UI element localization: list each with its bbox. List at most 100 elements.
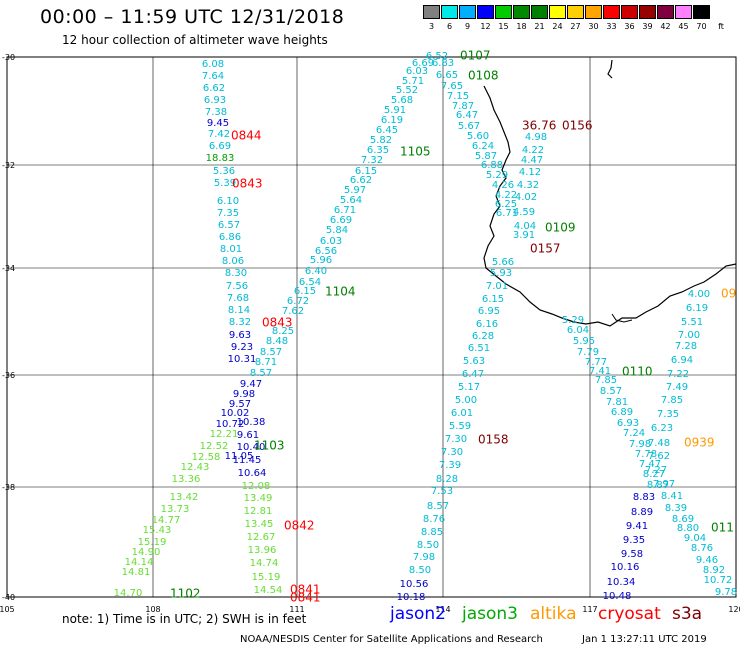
- wave-height-value: 4.04: [514, 221, 536, 232]
- wave-height-value: 6.83: [432, 58, 454, 69]
- wave-height-value: 8.48: [266, 336, 288, 347]
- wave-height-value: 7.78: [635, 449, 657, 460]
- wave-height-value: 8.89: [631, 507, 653, 518]
- wave-height-value: 4.02: [515, 192, 537, 203]
- wave-height-value: 9.58: [621, 549, 643, 560]
- wave-height-value: 9.23: [231, 342, 253, 353]
- wave-height-value: 7.53: [431, 486, 453, 497]
- lon-label: 105: [0, 605, 15, 614]
- scale-label: 36: [624, 22, 635, 31]
- pass-time-label: 0156: [562, 119, 593, 133]
- wave-height-value: 12.08: [242, 481, 271, 492]
- wave-height-value: 10.02: [221, 408, 250, 419]
- wave-height-value: 7.62: [648, 451, 670, 462]
- wave-height-value: 6.47: [456, 110, 478, 121]
- wave-height-value: 6.62: [350, 175, 372, 186]
- wave-height-value: 14.81: [122, 567, 151, 578]
- wave-height-value: 7.32: [361, 155, 383, 166]
- wave-height-value: 5.64: [340, 195, 362, 206]
- scale-swatch: [639, 5, 656, 19]
- wave-height-value: 6.93: [617, 418, 639, 429]
- wave-height-value: 6.03: [406, 66, 428, 77]
- scale-swatch: [675, 5, 692, 19]
- map-frame: [6, 56, 737, 598]
- wave-height-value: 13.49: [244, 493, 273, 504]
- wave-height-value: 15.19: [138, 537, 167, 548]
- scale-swatch: [513, 5, 530, 19]
- wave-height-value: 6.94: [671, 355, 693, 366]
- wave-height-value: 4.22: [522, 145, 544, 156]
- wave-height-value: 6.69: [330, 215, 352, 226]
- pass-time-label: 1102: [170, 587, 201, 601]
- lat-label: -40: [2, 593, 15, 602]
- wave-height-value: 12.81: [244, 506, 273, 517]
- pass-time-label: 1103: [254, 439, 285, 453]
- wave-height-value: 7.68: [227, 293, 249, 304]
- wave-height-value: 5.39: [214, 178, 236, 189]
- australia-coastline: [483, 85, 737, 327]
- scale-swatch: [567, 5, 584, 19]
- wave-height-value: 12.67: [247, 532, 276, 543]
- wave-height-value: 6.54: [299, 277, 321, 288]
- wave-height-value: 9.35: [623, 535, 645, 546]
- wave-height-value: 6.51: [468, 343, 490, 354]
- wave-height-value: 6.28: [472, 331, 494, 342]
- pass-time-label: 09: [721, 287, 736, 301]
- wave-height-value: 6.71: [334, 205, 356, 216]
- pass-time-label: 0107: [460, 49, 491, 63]
- wave-height-value: 6.10: [217, 196, 239, 207]
- scale-label: 70: [696, 22, 707, 31]
- wave-height-value: 7.62: [282, 306, 304, 317]
- wave-height-value: 5.84: [326, 225, 348, 236]
- wave-height-value: 5.63: [463, 356, 485, 367]
- pass-time-labels: 0107 0108 0844 0843 1105 0156 36.76 0109 0157 110…: [170, 49, 736, 605]
- scale-swatch: [693, 5, 710, 19]
- wave-height-value: 8.69: [672, 514, 694, 525]
- wave-height-value: 10.34: [607, 577, 636, 588]
- wave-height-value: 5.95: [573, 336, 595, 347]
- wave-height-value: 7.30: [441, 447, 463, 458]
- scale-label: 18: [516, 22, 527, 31]
- pass-time-label: 36.76: [522, 119, 556, 133]
- page-title: 00:00 – 11:59 UTC 12/31/2018: [40, 6, 345, 28]
- wave-height-value: 10.72: [216, 419, 245, 430]
- scale-label: 27: [570, 22, 581, 31]
- wave-height-value: 7.97: [653, 479, 675, 490]
- scale-swatch: [477, 5, 494, 19]
- wave-height-value: 5.71: [402, 76, 424, 87]
- scale-label: 42: [660, 22, 671, 31]
- scale-label: 24: [552, 22, 563, 31]
- wave-height-value: 9.57: [229, 399, 251, 410]
- wave-height-value: 8.28: [436, 474, 458, 485]
- legend-jason3: jason3: [462, 604, 518, 624]
- wave-height-value: 15.43: [143, 525, 172, 536]
- wave-height-value: 4.47: [521, 155, 543, 166]
- scale-swatch: [549, 5, 566, 19]
- scale-label: 15: [498, 22, 509, 31]
- wave-height-value: 7.81: [606, 397, 628, 408]
- scale-swatch: [585, 5, 602, 19]
- wave-height-value: 14.54: [254, 585, 283, 596]
- coastline: [483, 59, 737, 327]
- wave-height-value: 7.47: [639, 459, 661, 470]
- wave-height-value: 9.63: [229, 330, 251, 341]
- wave-height-value: 4.22: [495, 190, 517, 201]
- legend-s3a: s3a: [672, 604, 703, 624]
- lat-label: -36: [2, 371, 15, 380]
- wave-height-value: 6.69: [209, 141, 231, 152]
- wave-height-value: 14.14: [125, 557, 154, 568]
- wave-height-value: 9.41: [626, 521, 648, 532]
- wave-height-value: 7.15: [447, 91, 469, 102]
- scale-label: 45: [678, 22, 689, 31]
- wave-height-value: 6.15: [482, 294, 504, 305]
- wave-height-value: 7.56: [226, 281, 248, 292]
- wave-height-value: 7.22: [667, 369, 689, 380]
- wave-height-value: 8.80: [677, 523, 699, 534]
- wave-height-value: 6.15: [294, 286, 316, 297]
- lon-label: 114: [435, 605, 450, 614]
- wave-height-value: 6.52: [426, 51, 448, 62]
- wave-height-value: 7.48: [648, 438, 670, 449]
- wave-height-value: 5.96: [310, 255, 332, 266]
- wave-height-value: 8.57: [250, 368, 272, 379]
